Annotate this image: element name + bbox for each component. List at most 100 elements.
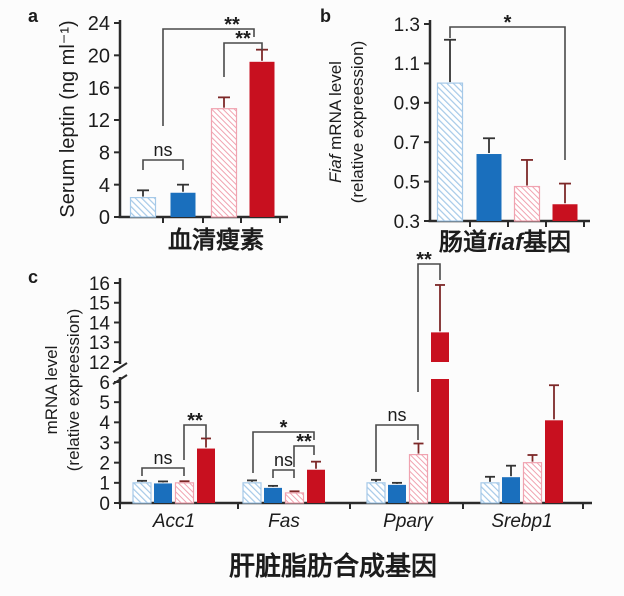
y-tick-label: 1.3: [394, 15, 420, 36]
label-segment: 肠道: [439, 228, 487, 256]
label-segment: 13: [89, 333, 110, 354]
sig-bracket: [272, 469, 295, 478]
sig-bracket: [293, 445, 315, 467]
panel-a: 0 4 8 12 16 20 24 ns **** a Serum leptin (ng ml⁻¹)…: [28, 6, 288, 254]
label-segment: *: [280, 417, 288, 439]
label-segment: 1.3: [394, 15, 420, 36]
y-axis-label: Fiaf mRNA level: [326, 61, 345, 183]
y-axis-label: Serum leptin (ng ml⁻¹): [57, 20, 79, 217]
sig-bracket: [183, 424, 207, 460]
bar: [513, 185, 541, 222]
label-segment: a: [28, 6, 39, 26]
sig-label: ns: [274, 450, 293, 470]
y-tick-label: 15: [89, 294, 110, 315]
y-tick-label: 16: [89, 274, 110, 295]
y-tick-label: 12: [88, 110, 110, 132]
label-segment: 3: [99, 433, 110, 454]
y-tick-label: 13: [89, 333, 110, 354]
y-tick-label: 4: [99, 175, 110, 197]
label-segment: c: [28, 267, 38, 287]
sig-label: ns: [153, 448, 172, 468]
sig-label: ns: [153, 140, 172, 160]
chart-title: 血清瘦素: [168, 226, 264, 254]
label-segment: **: [235, 28, 251, 50]
label-segment: 16: [88, 78, 110, 100]
label-segment: Acc1: [152, 511, 195, 532]
sig-label: *: [280, 417, 288, 439]
label-segment: fiaf: [487, 229, 525, 256]
bar: [129, 197, 157, 218]
label-segment: 15: [89, 294, 110, 315]
y-tick-label: 1.1: [394, 54, 420, 75]
bar: [264, 487, 282, 503]
label-segment: ns: [153, 140, 172, 160]
bar: [522, 462, 543, 504]
panel-letter: a: [28, 6, 39, 26]
category-label: Fas: [268, 511, 300, 532]
label-segment: ns: [274, 450, 293, 470]
label-segment: 16: [89, 274, 110, 295]
label-segment: **: [224, 14, 240, 36]
bar: [132, 482, 152, 504]
sig-bracket: [375, 424, 419, 472]
sig-label: *: [504, 12, 512, 34]
label-segment: 20: [88, 46, 110, 68]
label-segment: 0.9: [394, 94, 420, 115]
y-tick-label: 14: [89, 313, 111, 334]
label-segment: (relative expreession): [348, 41, 367, 204]
bar: [408, 454, 429, 504]
category-label: Pparγ: [383, 511, 434, 532]
y-tick-label: 12: [89, 353, 110, 374]
y-tick-label: 24: [88, 13, 110, 35]
label-segment: mRNA level: [326, 61, 345, 155]
label-segment: 14: [89, 313, 111, 334]
sig-bracket: [141, 467, 185, 476]
bar: [436, 82, 464, 222]
y-tick-label: 20: [88, 46, 110, 68]
bar: [545, 420, 563, 503]
bar: [388, 484, 406, 503]
label-segment: (relative expreession): [64, 309, 83, 472]
chart-title: 肝脏脂肪合成基因: [229, 551, 437, 581]
sig-bracket: [162, 28, 255, 126]
y-tick-label: 0.3: [394, 212, 420, 233]
bar: [197, 448, 215, 503]
label-segment: 8: [99, 143, 110, 165]
y-axis-label: mRNA level: [42, 346, 61, 435]
label-segment: 0: [99, 207, 110, 229]
label-segment: 0.3: [394, 212, 420, 233]
label-segment: Pparγ: [383, 511, 434, 532]
panel-b: 0.3 0.5 0.7 0.9 1.1 1.3 * b Fiaf mRNA level (rela…: [320, 6, 590, 256]
bar: [242, 482, 262, 504]
y-tick-label: 3: [99, 433, 110, 454]
bar: [476, 154, 502, 221]
category-label: Srebp1: [491, 511, 552, 532]
axis-break-mark: [112, 362, 128, 373]
label-segment: 6: [99, 373, 110, 394]
panel-letter: b: [320, 6, 331, 26]
label-segment: 12: [89, 353, 110, 374]
label-segment: *: [504, 12, 512, 34]
sig-label: **: [224, 14, 240, 36]
label-segment: 2: [99, 454, 110, 475]
label-segment: 1.1: [394, 54, 420, 75]
label-segment: 0.5: [394, 172, 420, 193]
y-tick-label: 0: [99, 207, 110, 229]
label-segment: 血清瘦素: [168, 226, 264, 254]
sig-bracket: [417, 263, 441, 392]
bar: [284, 492, 305, 504]
bar: [154, 483, 172, 503]
y-tick-label: 0.7: [394, 133, 420, 154]
bar: [174, 482, 195, 504]
sig-label: ns: [387, 405, 406, 425]
sig-bracket: [142, 159, 184, 170]
panel-letter: c: [28, 267, 38, 287]
y-tick-label: 6: [99, 373, 110, 394]
label-segment: Serum leptin (ng ml⁻¹): [57, 20, 79, 217]
sig-bracket: [223, 42, 263, 77]
sig-label: **: [416, 249, 432, 271]
y-axis-label: (relative expreession): [348, 41, 367, 204]
